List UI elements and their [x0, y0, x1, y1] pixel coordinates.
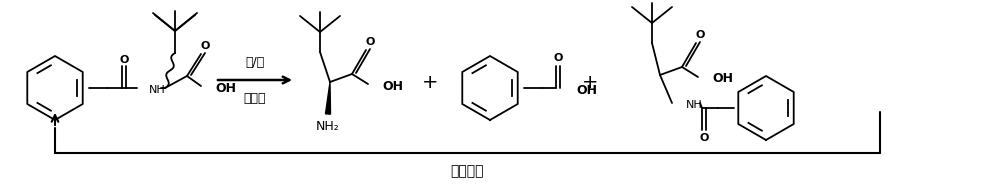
- Text: O: O: [699, 133, 709, 143]
- Text: NH: NH: [149, 85, 166, 95]
- Text: 高温消旋: 高温消旋: [450, 164, 484, 178]
- Text: O: O: [119, 55, 129, 65]
- Text: O: O: [695, 30, 705, 40]
- Text: O: O: [553, 53, 563, 63]
- Text: O: O: [200, 41, 210, 51]
- Text: NH₂: NH₂: [316, 119, 340, 132]
- Text: OH: OH: [382, 79, 403, 93]
- Text: +: +: [422, 72, 438, 91]
- Text: +: +: [582, 72, 598, 91]
- Polygon shape: [326, 82, 330, 114]
- Text: O: O: [365, 37, 375, 47]
- Text: OH: OH: [712, 72, 733, 86]
- Text: 有机碱: 有机碱: [244, 91, 266, 105]
- Text: OH: OH: [215, 82, 236, 95]
- Text: NH: NH: [686, 100, 703, 110]
- Text: 酶/水: 酶/水: [245, 56, 265, 68]
- Text: OH: OH: [576, 84, 597, 96]
